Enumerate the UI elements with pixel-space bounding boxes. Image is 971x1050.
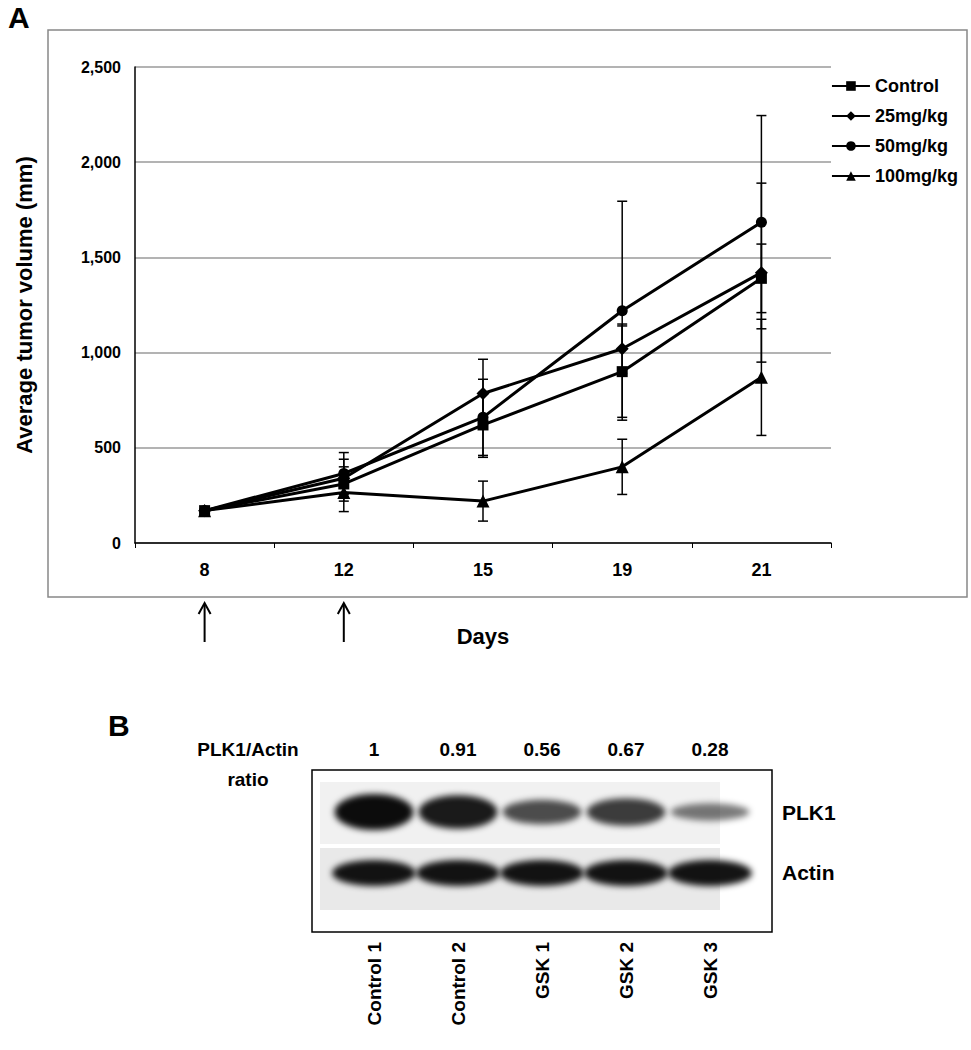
svg-text:2,000: 2,000 — [81, 154, 121, 171]
svg-text:0.28: 0.28 — [692, 739, 729, 760]
svg-text:0.91: 0.91 — [440, 739, 477, 760]
svg-text:B: B — [108, 709, 130, 742]
svg-text:ratio: ratio — [227, 769, 268, 790]
svg-text:PLK1: PLK1 — [782, 801, 836, 824]
svg-text:100mg/kg: 100mg/kg — [875, 166, 958, 186]
svg-text:Control 2: Control 2 — [448, 942, 469, 1025]
svg-text:2,500: 2,500 — [81, 59, 121, 76]
svg-text:500: 500 — [94, 439, 121, 456]
svg-text:25mg/kg: 25mg/kg — [875, 106, 948, 126]
svg-text:8: 8 — [200, 560, 210, 580]
svg-text:Actin: Actin — [782, 861, 835, 884]
svg-text:21: 21 — [751, 560, 771, 580]
svg-text:1,500: 1,500 — [81, 249, 121, 266]
svg-text:1: 1 — [369, 739, 380, 760]
svg-text:GSK 2: GSK 2 — [616, 942, 637, 999]
svg-text:GSK 1: GSK 1 — [532, 942, 553, 999]
svg-text:Control: Control — [875, 76, 939, 96]
svg-text:15: 15 — [473, 560, 493, 580]
svg-text:PLK1/Actin: PLK1/Actin — [197, 739, 298, 760]
svg-text:Days: Days — [457, 624, 510, 649]
svg-text:12: 12 — [334, 560, 354, 580]
svg-text:1,000: 1,000 — [81, 344, 121, 361]
svg-text:GSK 3: GSK 3 — [700, 942, 721, 999]
svg-text:Average tumor volume (mm): Average tumor volume (mm) — [12, 156, 37, 453]
svg-text:19: 19 — [612, 560, 632, 580]
svg-text:Control 1: Control 1 — [364, 942, 385, 1026]
svg-text:A: A — [8, 1, 30, 34]
svg-text:0.67: 0.67 — [608, 739, 645, 760]
svg-text:0.56: 0.56 — [524, 739, 561, 760]
svg-text:50mg/kg: 50mg/kg — [875, 136, 948, 156]
svg-text:0: 0 — [112, 535, 121, 552]
